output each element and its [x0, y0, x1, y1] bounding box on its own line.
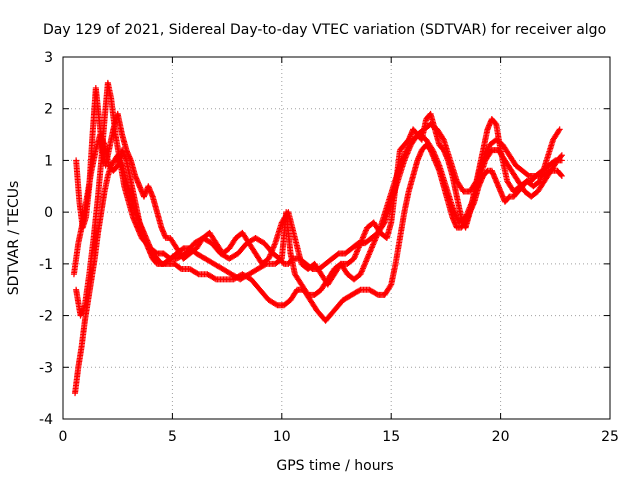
data-point [558, 152, 565, 159]
data-point [356, 287, 363, 294]
x-axis-label: GPS time / hours [276, 458, 393, 474]
x-tick-label: 5 [168, 429, 177, 445]
data-point [211, 275, 218, 282]
y-tick-label: -3 [39, 360, 53, 376]
y-tick-label: -4 [39, 412, 53, 428]
series-track-d [73, 85, 563, 288]
y-tick-label: -1 [39, 257, 53, 273]
y-axis-label: SDTVAR / TECUs [6, 181, 22, 296]
x-tick-label: 25 [601, 429, 619, 445]
chart-title: Day 129 of 2021, Sidereal Day-to-day VTE… [43, 22, 606, 38]
data-point [557, 153, 564, 160]
y-tick-label: 0 [44, 205, 53, 221]
data-point [558, 172, 565, 179]
y-tick-label: 1 [44, 153, 53, 169]
x-tick-label: 20 [492, 429, 510, 445]
series-track-b [73, 79, 565, 319]
plot-frame [62, 56, 611, 420]
x-tick-label: 0 [59, 429, 68, 445]
y-tick-label: 2 [44, 102, 53, 118]
x-tick-label: 10 [273, 429, 291, 445]
data-point [439, 135, 446, 142]
y-tick-label: 3 [44, 50, 53, 66]
data-point [557, 171, 564, 178]
data-point [555, 127, 562, 134]
data-point [387, 282, 394, 289]
x-tick-label: 15 [382, 429, 400, 445]
axis-ticks: 0 5 10 15 20 25 -4 -3 -2 -1 0 1 2 3 [39, 50, 619, 445]
data-point [556, 126, 563, 133]
y-tick-label: -2 [39, 309, 53, 325]
data-point [194, 270, 201, 277]
data-points [70, 79, 565, 397]
